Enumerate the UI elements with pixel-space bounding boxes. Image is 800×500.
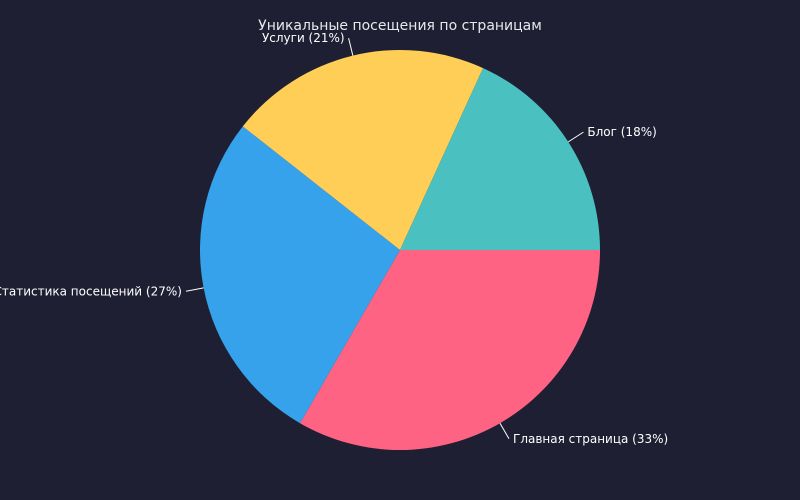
pie-slices <box>199 50 600 450</box>
slice-leader-line <box>185 287 204 292</box>
pie-slice <box>242 50 484 250</box>
slice-leader-lines <box>185 38 584 440</box>
slice-labels: Главная страница (33%) Статистика посещен… <box>0 31 668 446</box>
slice-leader-line <box>348 38 354 56</box>
pie-slice <box>300 250 600 450</box>
pie-slice <box>400 68 600 250</box>
slice-label: Статистика посещений (27%) <box>0 284 182 298</box>
slice-label: Услуги (21%) <box>262 31 345 45</box>
slice-leader-line <box>567 131 584 143</box>
pie-slice <box>199 126 400 424</box>
chart-title: Уникальные посещения по страницам <box>258 18 542 34</box>
slice-label: Главная страница (33%) <box>513 432 668 446</box>
slice-label: Блог (18%) <box>587 125 656 139</box>
slice-leader-line <box>499 422 510 440</box>
